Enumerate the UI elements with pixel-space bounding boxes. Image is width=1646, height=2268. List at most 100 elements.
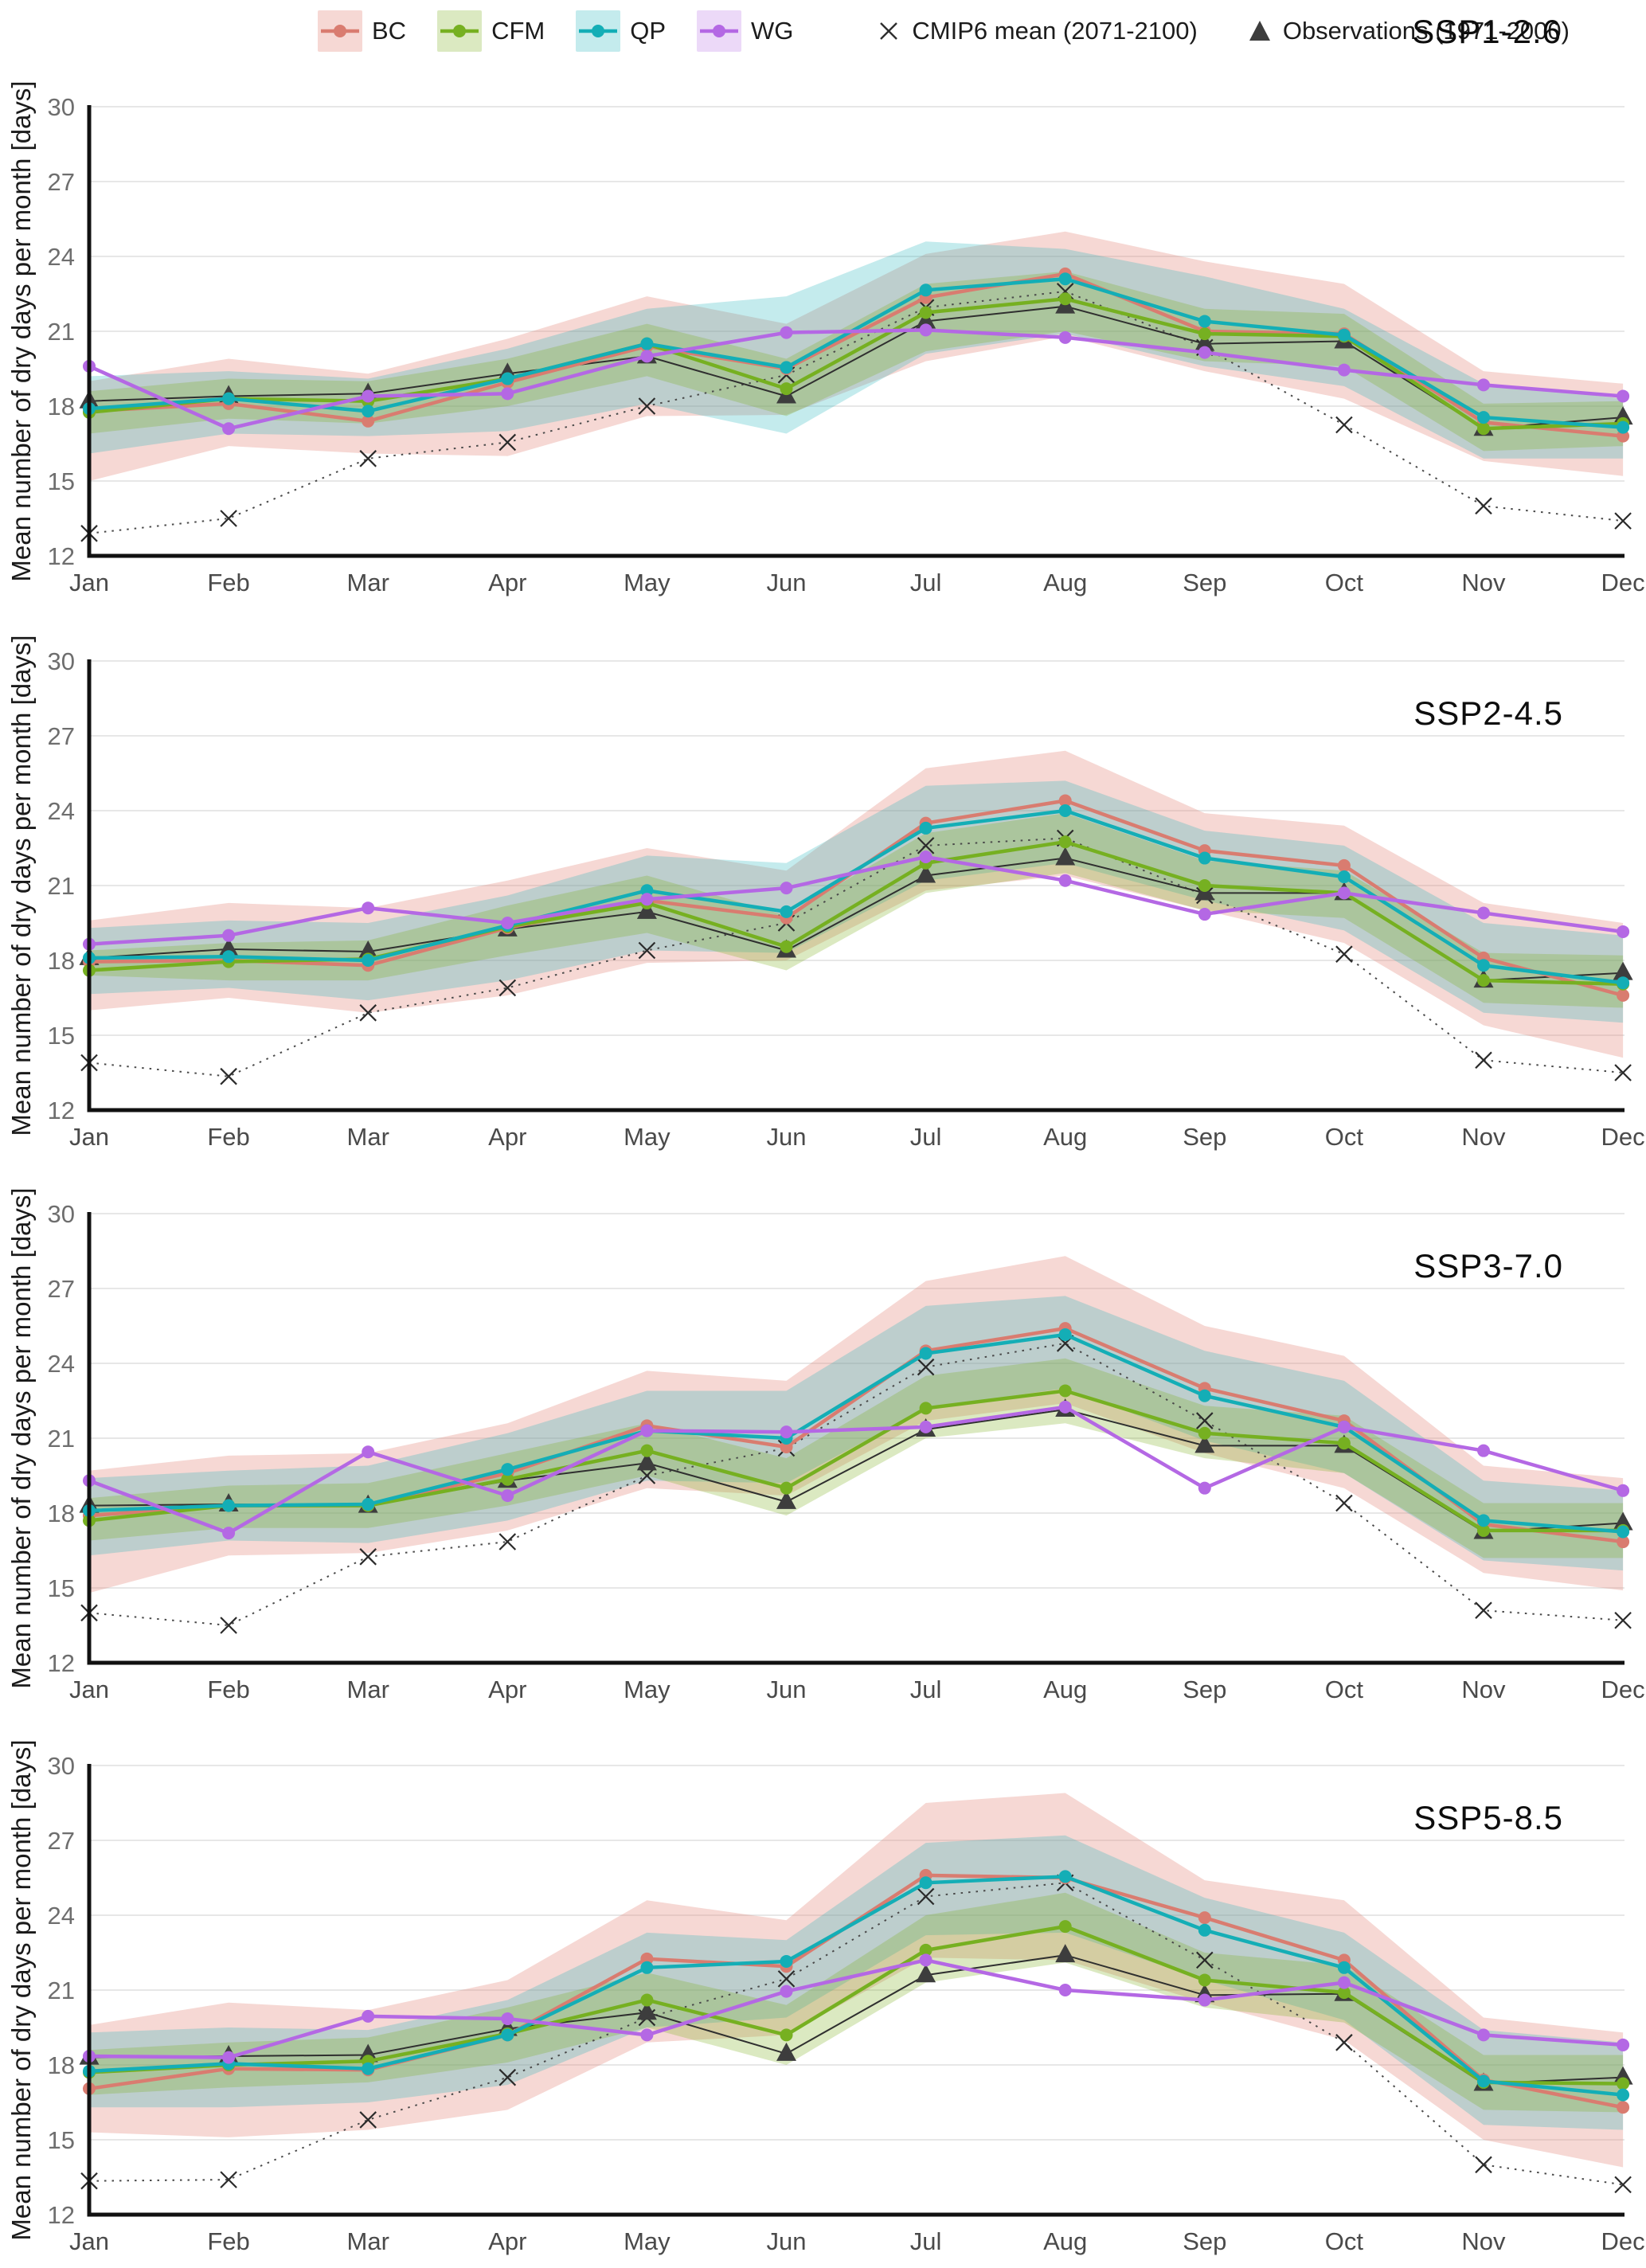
y-tick-label: 30 bbox=[48, 1200, 75, 1228]
marker-dot-qp bbox=[1058, 804, 1072, 817]
x-tick-label-aug: Aug bbox=[1043, 569, 1087, 596]
marker-dot-qp bbox=[501, 372, 514, 385]
series-line-observations bbox=[88, 305, 1624, 430]
marker-x bbox=[498, 2068, 517, 2086]
x-tick-label-jun: Jun bbox=[767, 569, 807, 596]
marker-dot-wg bbox=[640, 2028, 654, 2042]
marker-dot-wg bbox=[1198, 1993, 1211, 2007]
x-tick-label-may: May bbox=[624, 2227, 671, 2255]
y-axis-title: Mean number of dry days per month [days] bbox=[6, 1187, 36, 1688]
marker-x bbox=[917, 837, 935, 854]
marker-dot-qp bbox=[1058, 1870, 1072, 1883]
x-tick-label-may: May bbox=[624, 1676, 671, 1703]
marker-dot-cfm bbox=[1337, 1437, 1351, 1450]
marker-dot-cfm bbox=[1477, 422, 1490, 436]
band-cfm bbox=[89, 271, 1624, 452]
marker-x bbox=[1196, 1951, 1214, 1969]
marker-dot-wg bbox=[640, 1424, 654, 1437]
x-tick-label-apr: Apr bbox=[488, 1123, 526, 1151]
y-tick-label: 30 bbox=[48, 647, 75, 675]
marker-dot-wg bbox=[501, 387, 514, 401]
marker-dot-qp bbox=[919, 1876, 932, 1890]
x-tick-label-feb: Feb bbox=[207, 1676, 249, 1703]
band-cfm bbox=[89, 1358, 1624, 1558]
marker-dot-wg bbox=[919, 323, 932, 337]
marker-x bbox=[359, 1004, 377, 1022]
marker-dot-wg bbox=[1617, 1484, 1630, 1497]
marker-x bbox=[220, 2171, 237, 2188]
legend-label-wg: WG bbox=[751, 17, 794, 45]
marker-dot-bc bbox=[1617, 988, 1630, 1002]
y-tick-label: 15 bbox=[48, 1574, 75, 1602]
series-line-wg bbox=[88, 328, 1624, 431]
marker-dot-qp bbox=[501, 1463, 514, 1476]
marker-dot-wg bbox=[1477, 1444, 1490, 1457]
legend-item-cfm: CFM bbox=[436, 10, 545, 53]
y-tick-label: 24 bbox=[48, 1350, 75, 1378]
chart-panel-ssp2-4.5: 30 27 24 21 18 15 12 Mean number of dry days pe… bbox=[6, 635, 1645, 1151]
x-tick-label-dec: Dec bbox=[1601, 2227, 1645, 2255]
y-axis-title: Mean number of dry days per month [days] bbox=[6, 1739, 36, 2240]
y-tick-label: 21 bbox=[48, 318, 75, 346]
legend-item-bc: BC bbox=[317, 10, 406, 53]
marker-dot-cfm bbox=[919, 1943, 932, 1957]
marker-dot-qp bbox=[919, 821, 932, 835]
marker-dot-qp bbox=[640, 1961, 654, 1974]
y-tick-label: 21 bbox=[48, 1977, 75, 2004]
x-tick-label-sep: Sep bbox=[1183, 569, 1226, 596]
marker-triangle bbox=[1055, 1944, 1076, 1963]
y-tick-label: 30 bbox=[48, 1752, 75, 1780]
y-tick-label: 24 bbox=[48, 243, 75, 271]
y-axis-title: Mean number of dry days per month [days] bbox=[6, 80, 36, 581]
x-tick-label-nov: Nov bbox=[1461, 1676, 1506, 1703]
marker-dot-wg bbox=[1198, 908, 1211, 921]
x-tick-label-may: May bbox=[624, 569, 671, 596]
legend-label-bc: BC bbox=[372, 17, 407, 45]
marker-dot-wg bbox=[362, 1445, 375, 1459]
marker-dot-wg bbox=[1058, 330, 1072, 344]
marker-dot-cfm bbox=[1058, 1920, 1072, 1934]
x-tick-label-dec: Dec bbox=[1601, 569, 1645, 596]
marker-dot-wg bbox=[501, 1489, 514, 1503]
legend-item-wg: WG bbox=[696, 10, 793, 53]
legend-label-cmip6: CMIP6 mean (2071-2100) bbox=[912, 17, 1198, 45]
marker-x bbox=[359, 450, 377, 467]
marker-dot-qp bbox=[1337, 328, 1351, 342]
y-tick-label: 21 bbox=[48, 1425, 75, 1453]
x-tick-label-jun: Jun bbox=[767, 1123, 807, 1151]
marker-triangle bbox=[636, 1452, 657, 1471]
series-line-qp bbox=[88, 276, 1624, 429]
marker-dot-wg bbox=[222, 1527, 236, 1540]
marker-dot-bc bbox=[640, 1952, 654, 1965]
series-line-wg bbox=[88, 1405, 1624, 1535]
marker-x bbox=[359, 1548, 377, 1566]
y-tick-label: 18 bbox=[48, 393, 75, 420]
band-bc bbox=[89, 1256, 1624, 1593]
legend-swatch-qp bbox=[576, 10, 621, 52]
marker-x bbox=[1335, 945, 1353, 963]
marker-dot-cfm bbox=[780, 940, 793, 953]
marker-x bbox=[498, 979, 517, 997]
marker-dot-bc bbox=[1617, 429, 1630, 443]
y-tick-label: 27 bbox=[48, 168, 75, 196]
x-tick-label-mar: Mar bbox=[347, 1123, 389, 1151]
marker-dot-qp bbox=[1617, 1525, 1630, 1539]
marker-dot-wg bbox=[1617, 389, 1630, 403]
triangle-marker-icon bbox=[1249, 21, 1270, 41]
marker-dot-wg bbox=[780, 326, 793, 339]
marker-dot-cfm bbox=[1198, 327, 1211, 341]
marker-dot-qp bbox=[1617, 976, 1630, 990]
marker-dot-wg bbox=[222, 422, 236, 436]
x-tick-label-sep: Sep bbox=[1183, 2227, 1226, 2255]
marker-dot-wg bbox=[501, 917, 514, 929]
x-tick-label-jul: Jul bbox=[910, 1676, 942, 1703]
marker-dot-wg bbox=[640, 893, 654, 906]
x-tick-label-apr: Apr bbox=[488, 1676, 526, 1703]
series-line-cfm bbox=[88, 1924, 1624, 2086]
marker-dot-qp bbox=[222, 950, 236, 964]
series-line-wg bbox=[88, 854, 1624, 946]
marker-triangle bbox=[916, 1964, 936, 1983]
series-line-qp bbox=[88, 808, 1624, 985]
marker-dot-qp bbox=[780, 361, 793, 374]
marker-dot-cfm bbox=[640, 1993, 654, 2007]
